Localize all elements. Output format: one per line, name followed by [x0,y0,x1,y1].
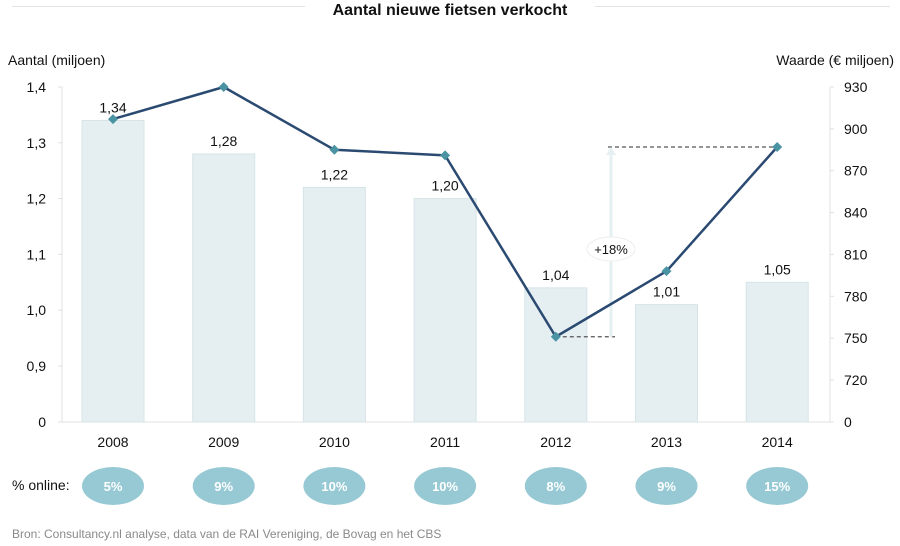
bars [81,119,809,423]
bar [524,287,588,423]
x-tick-label: 2011 [430,434,460,450]
right-tick-label: 930 [844,79,868,95]
online-share-label: % online: [12,477,70,493]
right-axis: 930 900 870 840 810 780 750 720 0 [829,79,868,430]
online-share-bubble [414,467,477,505]
right-tick-label: 720 [844,372,868,388]
online-share-bubble [635,467,698,505]
bar-value-label: 1,34 [99,99,126,115]
left-tick-label: 0,9 [27,358,47,374]
bar [192,153,256,423]
growth-annotation: +18% [555,146,778,338]
online-share-bubble [82,467,144,505]
title-rule-left [12,6,305,7]
right-tick-label: 840 [844,205,868,221]
source-note: Bron: Consultancy.nl analyse, data van d… [12,527,442,541]
bar [81,119,145,423]
x-tick-label: 2009 [208,434,239,450]
x-tick-label: 2010 [319,434,350,450]
value-marker [772,141,783,152]
value-marker [661,266,672,277]
bar-value-label: 1,01 [653,284,680,300]
bar-value-label: 1,28 [210,133,237,149]
x-axis-labels: 2008 2009 2010 2011 2012 2013 2014 [97,434,793,450]
online-share-bubble [192,467,255,505]
right-tick-label: 0 [844,414,852,430]
x-tick-label: 2013 [651,434,682,450]
online-share-value: 10% [321,479,347,494]
value-marker [550,331,561,342]
bar-value-label: 1,20 [431,178,458,194]
bar-value-label: 1,22 [321,166,348,182]
right-tick-label: 780 [844,288,868,304]
bar [413,198,477,423]
x-tick-label: 2008 [97,434,128,450]
value-marker [218,82,229,92]
left-tick-label: 1,3 [27,135,47,151]
online-share-value: 5% [104,479,123,494]
online-share-value: 15% [764,479,790,494]
right-axis-title: Waarde (€ miljoen) [776,52,894,68]
online-share-bubble [524,467,587,505]
online-share-value: 10% [432,479,458,494]
online-share-value: 9% [214,479,233,494]
left-tick-label: 0 [38,414,46,430]
bar [745,281,809,423]
online-share-bubble [303,467,366,505]
right-tick-label: 870 [844,163,868,179]
online-share-bubbles: 5% 9% 10% 10% 8% 9% 15% [82,467,809,505]
value-marker [329,144,340,155]
online-share-bubble [746,467,809,505]
right-tick-label: 900 [844,121,868,137]
bar-value-label: 1,04 [542,267,569,283]
left-tick-label: 1,1 [27,246,47,262]
value-marker [440,150,451,161]
left-axis-title: Aantal (miljoen) [8,52,106,68]
x-tick-label: 2014 [762,434,793,450]
left-tick-label: 1,4 [27,79,47,95]
value-line [108,82,783,342]
right-tick-label: 750 [844,330,868,346]
bar-labels: 1,34 1,28 1,22 1,20 1,04 1,01 1,05 [99,99,791,299]
right-tick-label: 810 [844,246,868,262]
online-share-value: 8% [546,479,565,494]
bar [635,304,698,423]
growth-label: +18% [594,242,628,257]
growth-label-bubble [586,236,636,262]
left-axis: 1,4 1,3 1,2 1,1 1,0 0,9 0 [27,79,830,430]
x-tick-label: 2012 [540,434,571,450]
title-rule-right [595,6,890,7]
left-tick-label: 1,0 [27,302,47,318]
bar [302,186,366,423]
online-share-value: 9% [657,479,676,494]
growth-arrow-head [606,146,616,155]
value-marker [108,114,118,125]
chart-title: Aantal nieuwe fietsen verkocht [332,2,568,19]
bar-value-label: 1,05 [764,261,791,277]
left-tick-label: 1,2 [27,191,47,207]
